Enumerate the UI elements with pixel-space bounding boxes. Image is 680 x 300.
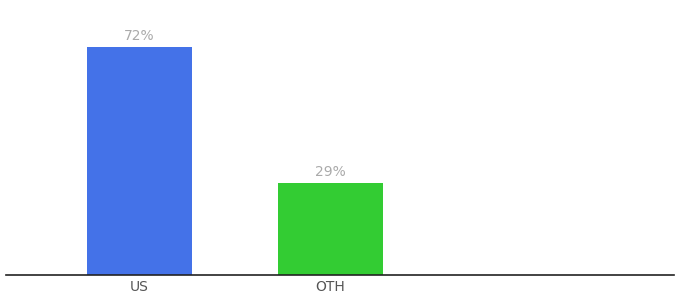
Bar [278,183,383,275]
Bar [87,47,192,275]
Text: 29%: 29% [315,165,346,179]
Text: 72%: 72% [124,29,154,43]
